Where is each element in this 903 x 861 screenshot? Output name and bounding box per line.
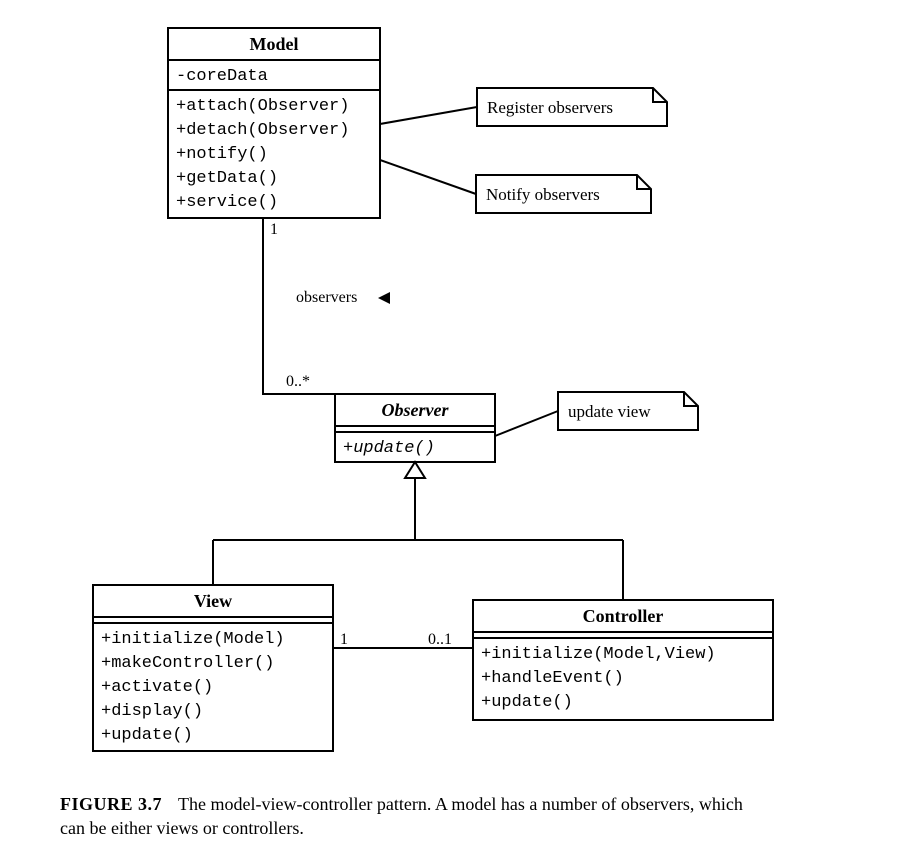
uml-class-controller: Controller +initialize(Model,View) +handle… <box>473 600 773 720</box>
uml-class-view: View +initialize(Model) +makeController() +… <box>93 585 333 751</box>
note-text: Notify observers <box>486 185 600 204</box>
class-operation: +handleEvent() <box>481 669 624 688</box>
class-operation: +update() <box>481 693 573 712</box>
uml-note-register: Register observers <box>477 88 667 126</box>
class-operation: +display() <box>101 702 203 721</box>
note-text: update view <box>568 402 651 421</box>
multiplicity-observer: 0..* <box>286 373 310 390</box>
association-role: observers <box>296 289 357 306</box>
multiplicity-view: 1 <box>340 631 348 648</box>
uml-class-model: Model -coreData +attach(Observer) +detach(O… <box>168 28 380 218</box>
caption-line-2: can be either views or controllers. <box>60 818 304 838</box>
class-operation: +update() <box>343 439 435 458</box>
uml-class-observer: Observer +update() <box>335 394 495 462</box>
multiplicity-controller: 0..1 <box>428 631 452 648</box>
class-operation: +notify() <box>176 145 268 164</box>
class-operation: +activate() <box>101 678 213 697</box>
class-name: Controller <box>583 606 664 626</box>
uml-note-update: update view <box>558 392 698 430</box>
class-name: Model <box>250 34 299 54</box>
figure-label: FIGURE 3.7 <box>60 794 162 814</box>
class-operation: +attach(Observer) <box>176 97 349 116</box>
class-name: View <box>194 591 232 611</box>
note-text: Register observers <box>487 98 613 117</box>
class-operation: +service() <box>176 193 278 212</box>
class-operation: +update() <box>101 726 193 745</box>
class-attribute: -coreData <box>176 67 268 86</box>
multiplicity-model: 1 <box>270 221 278 238</box>
caption-line-1: The model-view-controller pattern. A mod… <box>178 794 743 814</box>
class-operation: +detach(Observer) <box>176 121 349 140</box>
class-operation: +getData() <box>176 169 278 188</box>
class-operation: +makeController() <box>101 654 274 673</box>
class-operation: +initialize(Model,View) <box>481 645 716 664</box>
uml-note-notify: Notify observers <box>476 175 651 213</box>
class-operation: +initialize(Model) <box>101 630 285 649</box>
class-name: Observer <box>382 400 450 420</box>
